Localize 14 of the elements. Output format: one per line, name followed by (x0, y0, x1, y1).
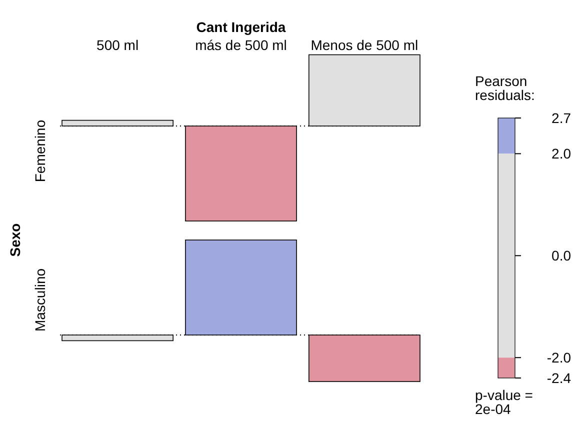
x-tick-label: 500 ml (96, 37, 139, 53)
x-tick-label: Menos de 500 ml (310, 37, 418, 53)
color-bar-title: Pearson residuals: (475, 73, 535, 103)
text: Femenino (32, 120, 48, 182)
color-bar-label: 0.0 (552, 248, 572, 264)
x-axis-title: Cant Ingerida (196, 19, 286, 35)
y-axis-title: Sexo (7, 223, 23, 257)
text: p-value = 2e-04 (475, 387, 533, 417)
color-bar-label: 2.7 (552, 110, 572, 126)
text: Masculino (32, 268, 48, 332)
color-bar-label: 2.0 (552, 146, 572, 162)
color-bar-label: -2.4 (546, 370, 572, 386)
color-bar-label: -2.0 (546, 350, 572, 366)
x-tick-label: más de 500 ml (195, 37, 287, 53)
